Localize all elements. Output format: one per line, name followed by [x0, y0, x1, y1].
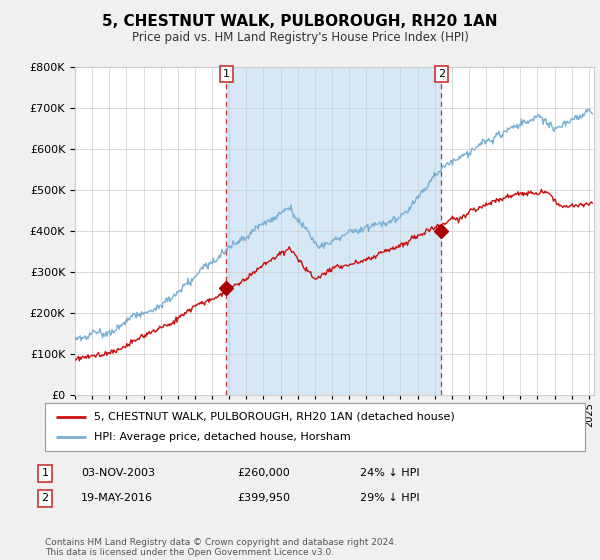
Text: £260,000: £260,000: [237, 468, 290, 478]
Text: £399,950: £399,950: [237, 493, 290, 503]
Text: 1: 1: [223, 69, 230, 79]
Text: 19-MAY-2016: 19-MAY-2016: [81, 493, 153, 503]
Text: Price paid vs. HM Land Registry's House Price Index (HPI): Price paid vs. HM Land Registry's House …: [131, 31, 469, 44]
Text: Contains HM Land Registry data © Crown copyright and database right 2024.
This d: Contains HM Land Registry data © Crown c…: [45, 538, 397, 557]
Bar: [226, 67, 441, 395]
Text: 2: 2: [437, 69, 445, 79]
Text: HPI: Average price, detached house, Horsham: HPI: Average price, detached house, Hors…: [94, 432, 350, 442]
Text: 2: 2: [41, 493, 49, 503]
Text: 5, CHESTNUT WALK, PULBOROUGH, RH20 1AN: 5, CHESTNUT WALK, PULBOROUGH, RH20 1AN: [102, 14, 498, 29]
Text: 5, CHESTNUT WALK, PULBOROUGH, RH20 1AN (detached house): 5, CHESTNUT WALK, PULBOROUGH, RH20 1AN (…: [94, 412, 454, 422]
Text: 24% ↓ HPI: 24% ↓ HPI: [360, 468, 419, 478]
Text: 1: 1: [41, 468, 49, 478]
Text: 29% ↓ HPI: 29% ↓ HPI: [360, 493, 419, 503]
Text: 03-NOV-2003: 03-NOV-2003: [81, 468, 155, 478]
